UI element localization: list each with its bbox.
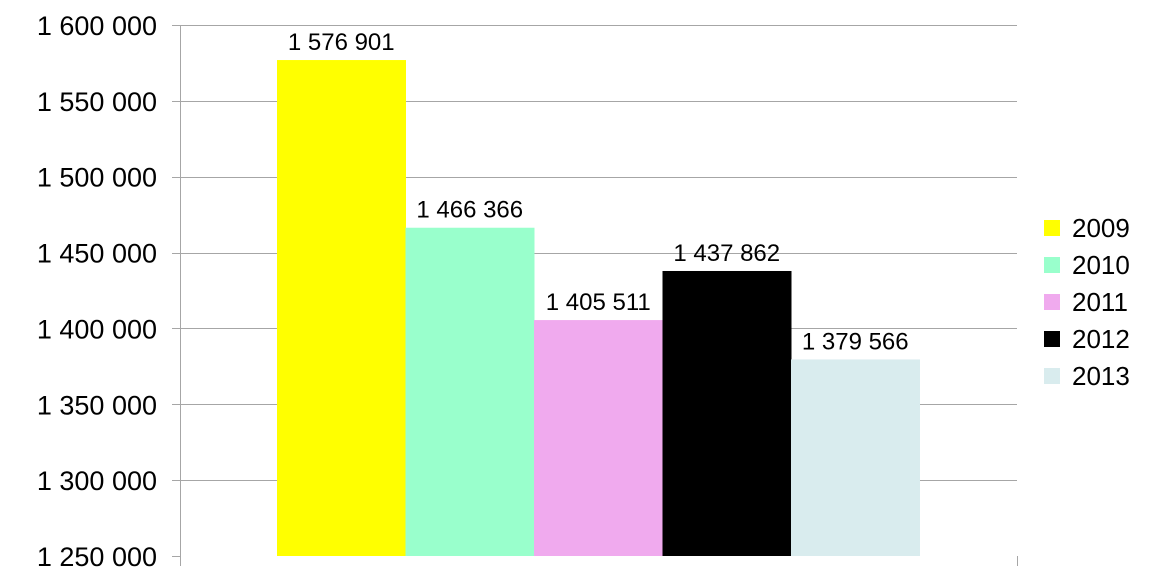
legend-swatch-2011 — [1044, 294, 1060, 310]
y-tick-label: 1 550 000 — [37, 87, 157, 117]
bar-2009 — [277, 60, 406, 556]
y-tick-label: 1 300 000 — [37, 466, 157, 496]
y-tick-label: 1 350 000 — [37, 390, 157, 420]
data-label-2009: 1 576 901 — [288, 29, 395, 56]
y-tick-label: 1 500 000 — [37, 163, 157, 193]
bar-2013 — [791, 359, 920, 556]
data-label-2013: 1 379 566 — [802, 328, 909, 355]
y-tick-label: 1 450 000 — [37, 239, 157, 269]
y-tick-label: 1 250 000 — [37, 542, 157, 569]
legend-swatch-2012 — [1044, 331, 1060, 347]
data-label-2012: 1 437 862 — [673, 240, 780, 267]
bar-2010 — [405, 227, 535, 556]
legend-swatch-2010 — [1044, 257, 1060, 273]
data-label-2010: 1 466 366 — [416, 197, 523, 224]
bar-2011 — [534, 320, 663, 556]
y-tick-label: 1 400 000 — [37, 314, 157, 344]
legend-label-2011: 2011 — [1072, 287, 1128, 317]
legend-swatch-2013 — [1044, 368, 1060, 384]
legend-label-2009: 2009 — [1072, 213, 1130, 243]
legend-swatch-2009 — [1044, 220, 1060, 236]
legend-label-2010: 2010 — [1072, 250, 1130, 280]
data-label-2011: 1 405 511 — [546, 289, 651, 316]
bar-2012 — [662, 270, 792, 556]
legend-label-2013: 2013 — [1072, 361, 1130, 391]
legend-label-2012: 2012 — [1072, 324, 1130, 354]
y-tick-label: 1 600 000 — [37, 11, 157, 41]
